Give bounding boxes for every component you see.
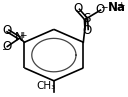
Text: CH₃: CH₃ [36,81,55,91]
Text: S: S [83,12,90,25]
Text: O: O [82,24,91,37]
Text: O: O [3,40,12,53]
Text: N: N [15,31,24,44]
Text: O: O [73,2,82,15]
Text: Na: Na [108,1,126,14]
Text: +: + [118,1,125,10]
Text: −: − [100,2,108,11]
Text: O: O [3,24,12,37]
Text: +: + [19,31,27,40]
Text: O: O [96,3,105,16]
Text: −: − [1,45,8,54]
